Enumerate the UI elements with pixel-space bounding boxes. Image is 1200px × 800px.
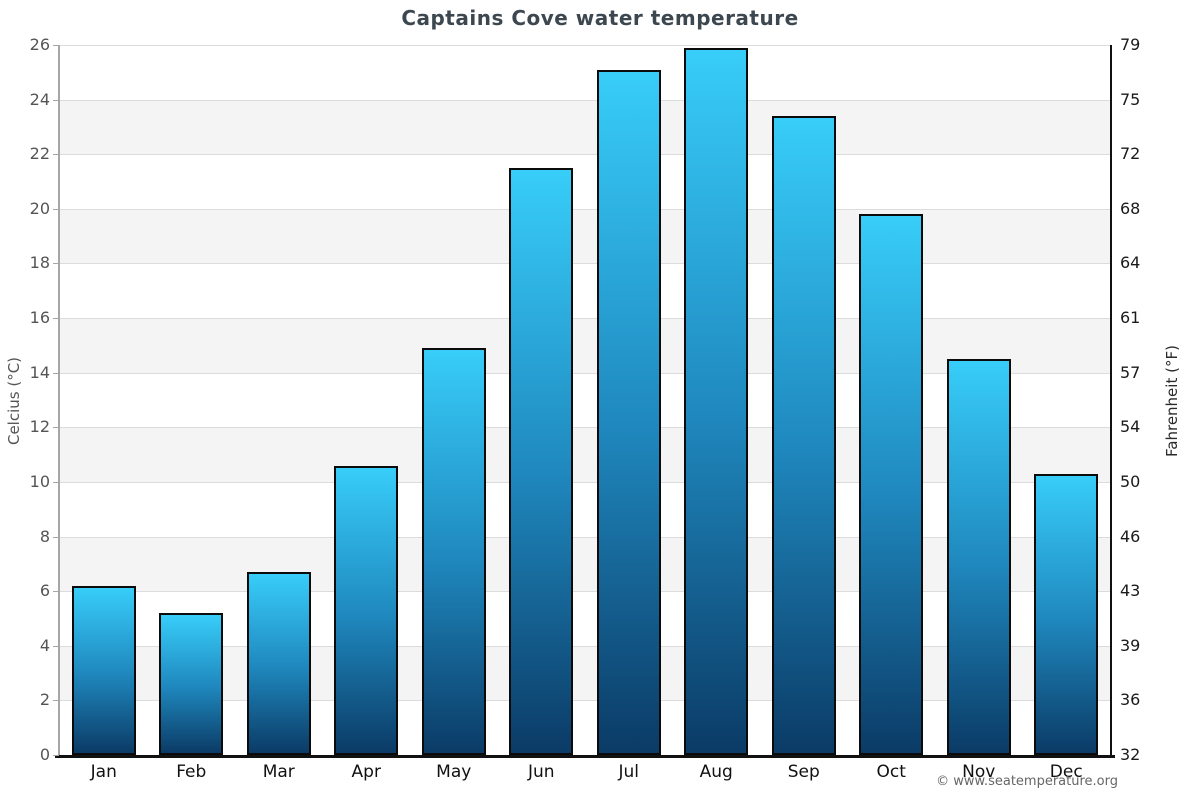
celsius-tick-14: 14 <box>29 362 50 382</box>
fahrenheit-tick-75: 75 <box>1120 89 1141 109</box>
celsius-tick-mark <box>53 700 59 702</box>
gridline <box>60 263 1110 265</box>
month-label-aug: Aug <box>699 762 733 782</box>
gridline <box>60 372 1110 374</box>
shaded-band <box>60 208 1110 264</box>
celsius-tick-16: 16 <box>29 308 50 328</box>
month-label-apr: Apr <box>351 762 381 782</box>
fahrenheit-tick-32: 32 <box>1120 745 1141 764</box>
celsius-tick-mark <box>53 427 59 429</box>
copyright-text: © www.seatemperature.org <box>936 774 1118 789</box>
celsius-tick-mark <box>53 536 59 538</box>
gridline <box>60 208 1110 210</box>
plot-area <box>60 45 1110 755</box>
fahrenheit-tick-57: 57 <box>1120 362 1141 382</box>
gridline <box>60 700 1110 702</box>
fahrenheit-tick-72: 72 <box>1120 144 1141 164</box>
shaded-band <box>60 645 1110 701</box>
gridline <box>60 591 1110 593</box>
celsius-tick-10: 10 <box>29 471 50 491</box>
gridline <box>60 645 1110 647</box>
shaded-band <box>60 99 1110 155</box>
fahrenheit-tick-36: 36 <box>1120 690 1141 710</box>
celsius-tick-0: 0 <box>39 745 50 764</box>
celsius-tick-2: 2 <box>39 690 50 710</box>
bar-jan <box>71 585 136 755</box>
celsius-tick-mark <box>53 372 59 374</box>
fahrenheit-tick-46: 46 <box>1120 526 1141 546</box>
month-label-nov: Nov <box>962 762 996 782</box>
month-label-jul: Jul <box>618 762 639 782</box>
fahrenheit-tick-64: 64 <box>1120 253 1141 273</box>
fahrenheit-tick-39: 39 <box>1120 635 1141 655</box>
month-label-dec: Dec <box>1049 762 1083 782</box>
bar-nov <box>946 359 1011 755</box>
bar-sep <box>771 116 836 755</box>
fahrenheit-tick-54: 54 <box>1120 417 1141 437</box>
month-label-feb: Feb <box>176 762 207 782</box>
month-label-jan: Jan <box>90 762 117 782</box>
celsius-tick-mark <box>53 263 59 265</box>
x-axis-line <box>55 755 1115 758</box>
bar-jun <box>509 167 574 755</box>
bar-oct <box>859 214 924 755</box>
bar-mar <box>246 572 311 755</box>
month-label-sep: Sep <box>787 762 820 782</box>
gridline <box>60 427 1110 429</box>
celsius-tick-mark <box>53 208 59 210</box>
gridline <box>60 481 1110 483</box>
celsius-tick-mark <box>53 318 59 320</box>
shaded-band <box>60 318 1110 373</box>
celsius-tick-mark <box>53 154 59 156</box>
chart-title: Captains Cove water temperature <box>401 6 799 30</box>
bar-feb <box>159 613 224 755</box>
celsius-tick-18: 18 <box>29 253 50 273</box>
fahrenheit-tick-43: 43 <box>1120 581 1141 601</box>
fahrenheit-tick-79: 79 <box>1120 35 1141 54</box>
gridline <box>60 99 1110 101</box>
bar-jul <box>596 69 661 755</box>
celsius-tick-20: 20 <box>29 198 50 218</box>
bar-dec <box>1034 473 1099 755</box>
celsius-tick-12: 12 <box>29 417 50 437</box>
fahrenheit-axis-title: Fahrenheit (°F) <box>1163 345 1181 457</box>
shaded-band <box>60 427 1110 482</box>
celsius-tick-8: 8 <box>39 526 50 546</box>
celsius-tick-26: 26 <box>29 35 50 54</box>
fahrenheit-tick-50: 50 <box>1120 471 1141 491</box>
celsius-tick-mark <box>53 645 59 647</box>
fahrenheit-tick-68: 68 <box>1120 198 1141 218</box>
gridline <box>60 318 1110 320</box>
month-label-mar: Mar <box>262 762 295 782</box>
shaded-band <box>60 536 1110 592</box>
fahrenheit-axis-line <box>1110 45 1112 756</box>
celsius-axis-line <box>58 45 60 756</box>
bar-may <box>421 348 486 755</box>
celsius-tick-22: 22 <box>29 144 50 164</box>
month-label-may: May <box>436 762 472 782</box>
gridline <box>60 154 1110 156</box>
month-label-jun: Jun <box>527 762 555 782</box>
celsius-tick-4: 4 <box>39 635 50 655</box>
bar-aug <box>684 47 749 755</box>
celsius-axis-title: Celcius (°C) <box>5 356 23 446</box>
fahrenheit-tick-61: 61 <box>1120 308 1141 328</box>
celsius-tick-mark <box>53 755 59 756</box>
celsius-tick-mark <box>53 481 59 483</box>
celsius-tick-mark <box>53 99 59 101</box>
celsius-tick-24: 24 <box>29 89 50 109</box>
celsius-tick-mark <box>53 591 59 593</box>
celsius-tick-6: 6 <box>39 581 50 601</box>
month-label-oct: Oct <box>876 762 906 782</box>
bar-apr <box>334 465 399 755</box>
celsius-tick-mark <box>53 45 59 46</box>
gridline <box>60 536 1110 538</box>
gridline <box>60 45 1110 46</box>
